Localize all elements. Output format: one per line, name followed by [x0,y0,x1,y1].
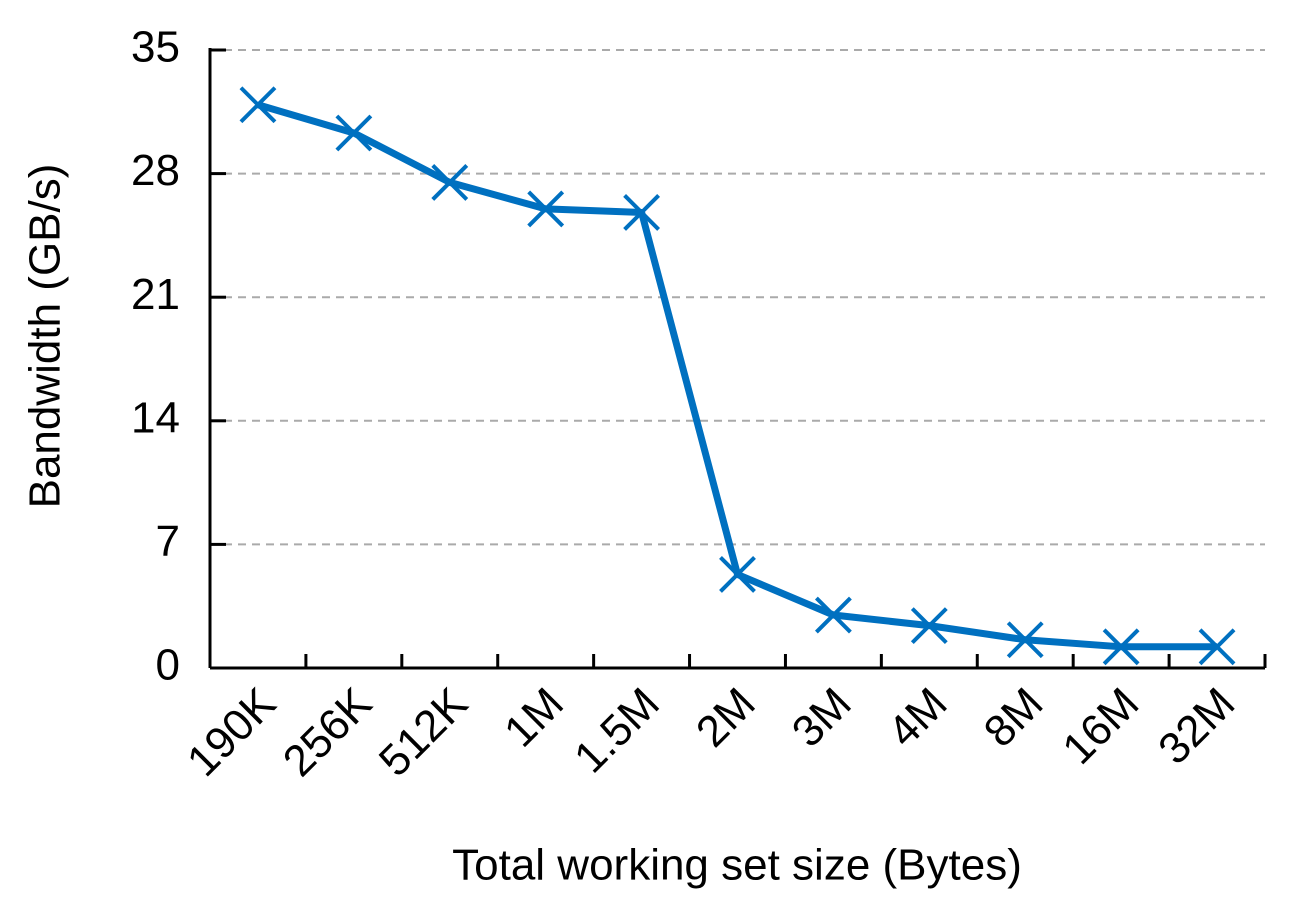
x-axis-label: Total working set size (Bytes) [452,841,1022,890]
x-tick-label: 16M [1053,679,1148,774]
x-tick-label: 3M [783,679,861,757]
y-tick-label: 21 [131,270,180,319]
marker [1006,621,1044,659]
marker [1198,628,1236,666]
x-tick-label: 2M [687,679,765,757]
marker [623,194,661,231]
x-tick-label: 1.5M [565,679,669,783]
y-tick-label: 28 [131,146,180,195]
marker [719,556,756,593]
marker [1102,628,1140,666]
marker [910,607,948,645]
x-tick-label: 4M [879,679,957,757]
marker [335,114,373,152]
y-tick-label: 35 [131,23,180,72]
line [256,101,1218,651]
y-tick-label: 14 [131,393,180,442]
marker [527,190,565,228]
y-axis-label: Bandwidth (GB/s) [21,164,70,509]
x-tick-label: 256K [274,679,381,786]
x-tick-label: 512K [370,679,477,786]
marker [239,86,277,124]
y-tick-label: 7 [156,517,180,566]
marker [814,596,852,634]
x-tick-label: 1M [495,679,573,757]
marker [431,164,469,201]
x-tick-label: 8M [975,679,1053,757]
x-tick-label: 190K [178,679,285,786]
y-tick-label: 0 [156,641,180,690]
x-tick-label: 32M [1149,679,1244,774]
